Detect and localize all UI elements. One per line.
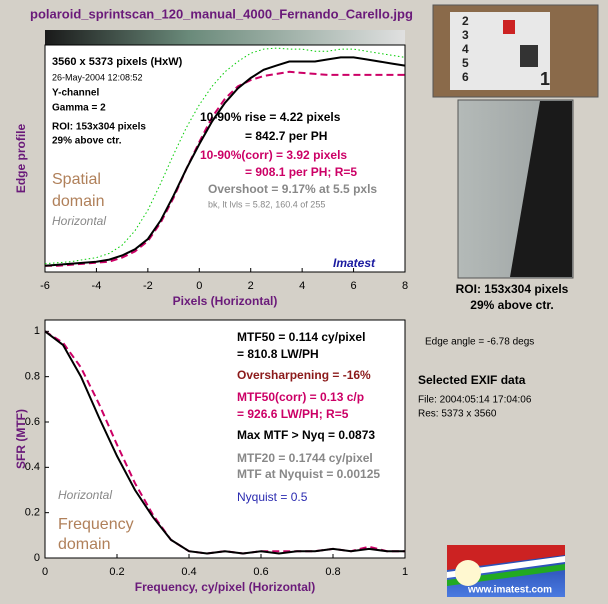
roi-edge	[510, 101, 572, 277]
chart-digit: 3	[462, 28, 469, 42]
annotation: Imatest	[333, 256, 376, 270]
title: polaroid_sprintscan_120_manual_4000_Fern…	[30, 6, 413, 21]
exif-text: File: 2004:05:14 17:04:06	[418, 395, 532, 406]
roi-text: 29% above ctr.	[470, 298, 553, 312]
chart-digit: 5	[462, 56, 469, 70]
annotation: ROI: 153x304 pixels	[52, 122, 146, 133]
annotation: MTF50 = 0.114 cy/pixel	[237, 330, 365, 344]
exif-title: Selected EXIF data	[418, 373, 526, 387]
chart-digit: 6	[462, 70, 469, 84]
chart-digit: 2	[462, 14, 469, 28]
y-axis-label: SFR (MTF)	[14, 409, 28, 469]
annotation: Gamma = 2	[52, 103, 106, 114]
x-tick-label: 0.4	[181, 566, 196, 578]
x-tick-label: 0	[196, 280, 202, 292]
x-tick-label: 8	[402, 280, 408, 292]
line-series	[45, 70, 405, 267]
annotation: domain	[52, 193, 104, 210]
annotation: 10-90%(corr) = 3.92 pixels	[200, 148, 347, 162]
annotation: Spatial	[52, 171, 101, 188]
chart-digit: 1	[540, 69, 550, 89]
annotation: Max MTF > Nyq = 0.0873	[237, 428, 375, 442]
annotation: bk, lt lvls = 5.82, 160.4 of 255	[208, 199, 325, 209]
annotation: Nyquist = 0.5	[237, 490, 308, 504]
line-series	[44, 56, 406, 267]
annotation: = 810.8 LW/PH	[237, 347, 319, 361]
roi-text: ROI: 153x304 pixels	[456, 282, 569, 296]
annotation: 29% above ctr.	[52, 136, 122, 147]
annotation: Horizontal	[58, 488, 112, 502]
y-axis-label: Edge profile	[14, 124, 28, 194]
annotation: MTF50(corr) = 0.13 c/p	[237, 390, 364, 404]
x-axis-label: Frequency, cy/pixel (Horizontal)	[135, 580, 315, 594]
annotation: 26-May-2004 12:08:52	[52, 72, 143, 82]
chart-digit: 4	[462, 42, 469, 56]
x-tick-label: 2	[248, 280, 254, 292]
chart-patch	[520, 45, 538, 67]
x-tick-label: 1	[402, 566, 408, 578]
annotation: 3560 x 5373 pixels (HxW)	[52, 56, 183, 68]
edge-strip	[45, 30, 405, 45]
annotation: domain	[58, 536, 110, 553]
y-tick-label: 0.8	[25, 371, 40, 383]
logo-url: www.imatest.com	[467, 585, 552, 596]
annotation: = 842.7 per PH	[245, 129, 327, 143]
plot-area	[44, 319, 406, 559]
x-tick-label: 0.2	[109, 566, 124, 578]
x-tick-label: 0.8	[325, 566, 340, 578]
annotation: = 926.6 LW/PH; R=5	[237, 407, 349, 421]
annotation: = 908.1 per PH; R=5	[245, 165, 357, 179]
annotation: Oversharpening = -16%	[237, 368, 371, 382]
chart-patch	[503, 20, 515, 34]
y-tick-label: 1	[34, 325, 40, 337]
y-tick-label: 0.2	[25, 507, 40, 519]
x-tick-label: 6	[351, 280, 357, 292]
annotation: MTF20 = 0.1744 cy/pixel	[237, 451, 373, 465]
edge-angle: Edge angle = -6.78 degs	[425, 337, 534, 348]
line-series	[44, 47, 406, 265]
x-tick-label: 0.6	[253, 566, 268, 578]
y-tick-label: 0	[34, 552, 40, 564]
x-tick-label: -4	[92, 280, 102, 292]
plot-area	[44, 44, 406, 273]
logo-sun	[455, 560, 481, 586]
x-tick-label: -2	[143, 280, 153, 292]
y-tick-label: 0.6	[25, 416, 40, 428]
exif-text: Res: 5373 x 3560	[418, 409, 497, 420]
annotation: Frequency	[58, 516, 134, 533]
line-series	[44, 330, 405, 555]
annotation: Y-channel	[52, 88, 99, 99]
annotation: MTF at Nyquist = 0.00125	[237, 467, 380, 481]
annotation: 10-90% rise = 4.22 pixels	[200, 110, 341, 124]
x-tick-label: -6	[40, 280, 50, 292]
x-tick-label: 0	[42, 566, 48, 578]
annotation: Horizontal	[52, 214, 106, 228]
x-axis-label: Pixels (Horizontal)	[173, 294, 278, 308]
annotation: Overshoot = 9.17% at 5.5 pxls	[208, 182, 377, 196]
x-tick-label: 4	[299, 280, 305, 292]
y-tick-label: 0.4	[25, 461, 40, 473]
